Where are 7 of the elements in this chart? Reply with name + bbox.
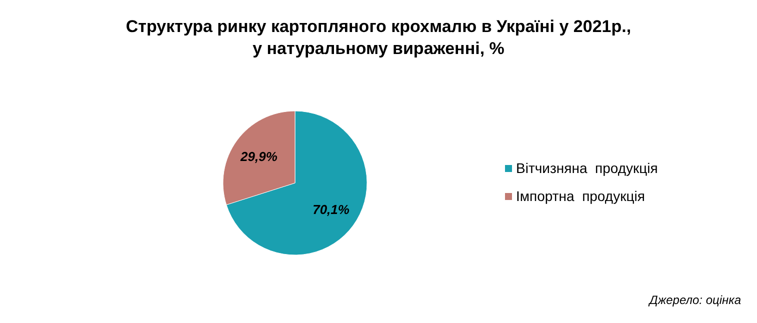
data-label: 70,1%	[312, 202, 350, 217]
chart-title: Структура ринку картопляного крохмалю в Україні у 2021р., у натуральному вираженні, %	[124, 16, 632, 60]
legend-label: Вітчизняна продукція	[516, 160, 658, 176]
text: Джерело: оцінка	[649, 293, 741, 307]
data-label: 29,9%	[240, 149, 278, 164]
pie-slice	[226, 110, 368, 256]
legend-label: Імпортна продукція	[516, 188, 645, 204]
